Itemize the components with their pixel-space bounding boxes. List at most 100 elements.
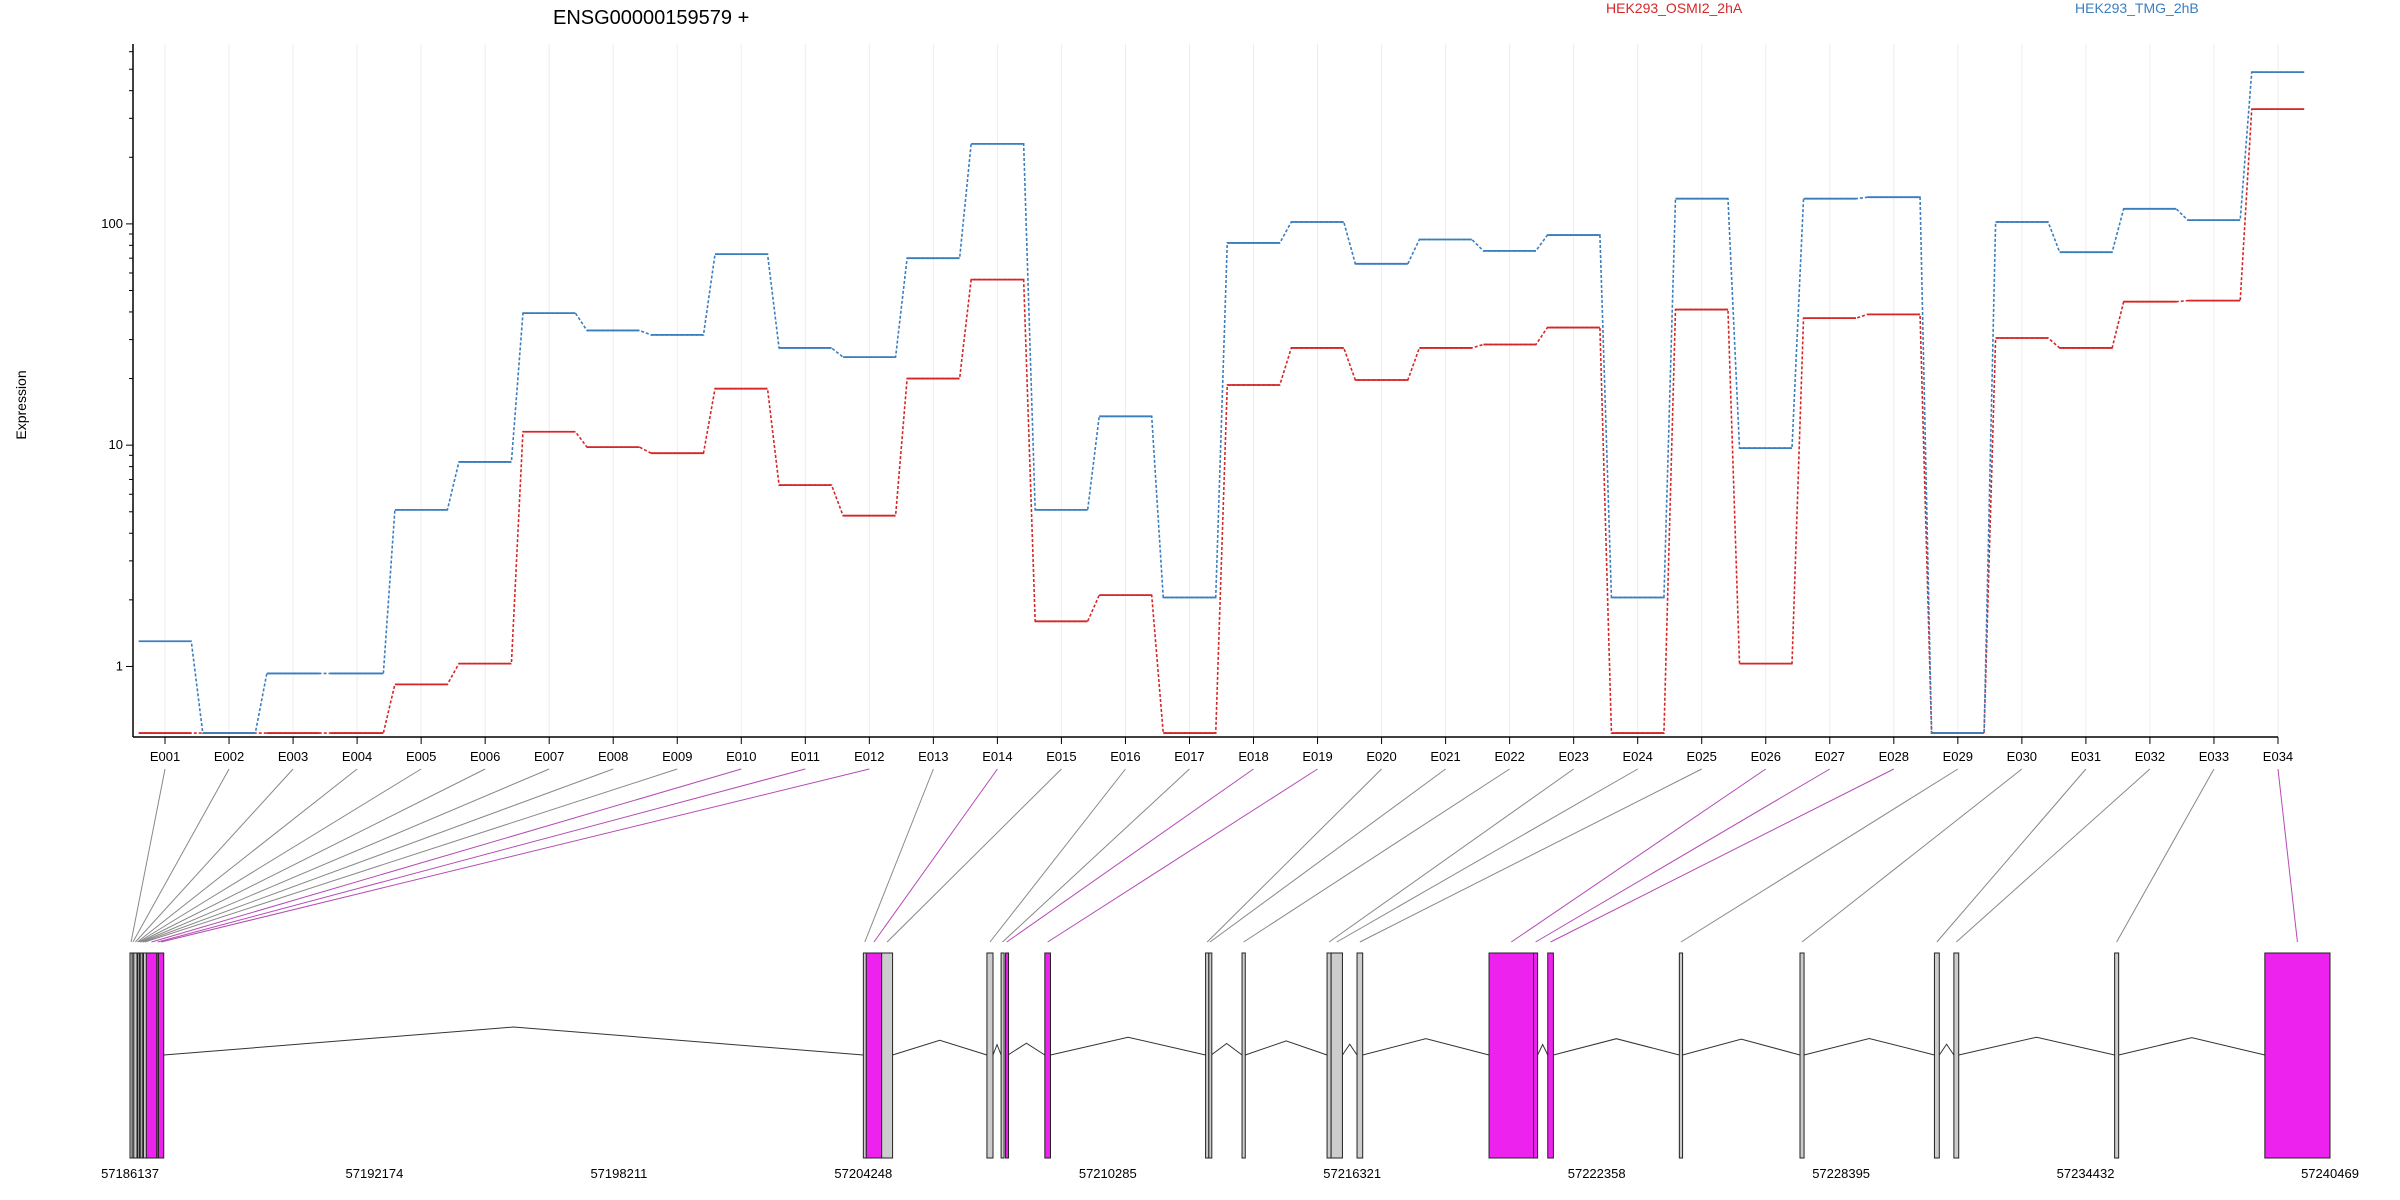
x-tick-label: E011 [791, 749, 820, 764]
exon-block-e010 [145, 952, 158, 1159]
connector-e001 [130, 768, 166, 943]
genomic-coordinates: 57186137 57192174 57198211 57204248 57210285… [101, 1166, 2359, 1181]
connector-e030 [1801, 768, 2023, 943]
connector-e008 [142, 768, 614, 943]
connector-e019 [1047, 768, 1318, 943]
intron [1050, 1036, 1206, 1056]
x-tick-label: E014 [982, 749, 1012, 764]
exon-block-e019 [1044, 952, 1051, 1159]
exon-block-e034 [2264, 952, 2331, 1159]
x-tick-label: E010 [726, 749, 756, 764]
exon-block-e030 [1799, 952, 1805, 1159]
intron [1245, 1040, 1328, 1056]
x-tick-label: E012 [854, 749, 884, 764]
exon-block-e033 [2114, 952, 2120, 1159]
x-tick-label: E021 [1430, 749, 1460, 764]
exon-block-e023 [1326, 952, 1332, 1159]
x-tick-label: E013 [918, 749, 948, 764]
x-tick-label: E001 [150, 749, 180, 764]
x-tick-label: E009 [662, 749, 692, 764]
connector-e018 [1006, 768, 1254, 943]
y-tick-label: 10 [109, 437, 123, 452]
x-tick-label: E006 [470, 749, 500, 764]
connector-e032 [1955, 768, 2151, 943]
exon-block-e014 [865, 952, 883, 1159]
genomic-coordinate-label: 57234432 [2057, 1166, 2115, 1181]
intron [1938, 1043, 1955, 1056]
axes [132, 44, 2278, 738]
exon-block-e028 [1547, 952, 1554, 1159]
connector-e011 [157, 768, 806, 943]
x-tick-label: E002 [214, 749, 244, 764]
x-tick-label: E026 [1751, 749, 1781, 764]
x-tick-label: E034 [2263, 749, 2293, 764]
x-tick-label: E007 [534, 749, 564, 764]
x-tick-label: E008 [598, 749, 628, 764]
x-tick-label: E024 [1623, 749, 1653, 764]
vertical-gridlines [164, 44, 2279, 737]
y-axis-label: Expression [13, 370, 29, 439]
series-line-2 [138, 71, 2305, 734]
x-tick-label: E033 [2199, 749, 2229, 764]
exon-block-e031 [1933, 952, 1940, 1159]
exon-block-e029 [1678, 952, 1684, 1159]
intron [1537, 1043, 1549, 1056]
x-tick-label: E016 [1110, 749, 1140, 764]
genomic-coordinate-label: 57240469 [2301, 1166, 2359, 1181]
genomic-coordinate-label: 57198211 [590, 1166, 647, 1181]
connector-e010 [151, 768, 742, 943]
connector-e027 [1535, 768, 1831, 943]
connector-e014 [873, 768, 998, 943]
connector-e022 [1243, 768, 1510, 943]
genomic-coordinate-label: 57216321 [1323, 1166, 1381, 1181]
intron [892, 1039, 988, 1056]
intron [1342, 1043, 1358, 1056]
x-tick-label: E032 [2135, 749, 2165, 764]
genomic-coordinate-label: 57228395 [1812, 1166, 1870, 1181]
chart-title: ENSG00000159579 + [553, 7, 749, 29]
series-lines [138, 71, 2305, 734]
x-tick-label: E027 [1815, 749, 1845, 764]
genomic-coordinate-label: 57222358 [1568, 1166, 1626, 1181]
intron [1803, 1037, 1935, 1056]
x-tick-label: E025 [1687, 749, 1717, 764]
exon-block-e017 [1000, 952, 1005, 1159]
x-tick-label: E030 [2007, 749, 2037, 764]
legend-series-2: HEK293_TMG_2hB [2075, 0, 2199, 16]
intron [1210, 1042, 1243, 1056]
exon-block-e025 [1356, 952, 1364, 1159]
genomic-coordinate-label: 57192174 [346, 1166, 404, 1181]
intron [163, 1026, 864, 1056]
x-tick-label: E005 [406, 749, 436, 764]
exon-block-e016 [986, 952, 994, 1159]
x-tick-label: E031 [2071, 749, 2101, 764]
exon-block-e021 [1208, 952, 1213, 1159]
x-tick-label: E018 [1238, 749, 1268, 764]
gene-model [129, 952, 2331, 1159]
x-tick-label: E004 [342, 749, 372, 764]
exon-block-e018 [1005, 952, 1010, 1159]
legend-series-1: HEK293_OSMI2_2hA [1606, 0, 1743, 16]
x-tick-label: E020 [1366, 749, 1396, 764]
intron [1007, 1042, 1046, 1056]
connector-e021 [1209, 768, 1446, 943]
exon-block-e026 [1488, 952, 1535, 1159]
connector-e028 [1550, 768, 1895, 943]
exon-block-e022 [1241, 952, 1246, 1159]
connector-e025 [1359, 768, 1702, 943]
intron [1682, 1038, 1801, 1056]
x-tick-label: E022 [1494, 749, 1524, 764]
intron [1958, 1036, 2115, 1056]
connector-e005 [138, 768, 422, 943]
connector-e009 [144, 768, 678, 943]
intron [992, 1043, 1002, 1056]
connector-e026 [1511, 768, 1767, 943]
y-tick-label: 100 [101, 216, 123, 231]
exon-block-e032 [1953, 952, 1960, 1159]
connector-e006 [139, 768, 486, 943]
x-tick-label: E017 [1174, 749, 1204, 764]
genomic-coordinate-label: 57204248 [834, 1166, 892, 1181]
connector-e023 [1328, 768, 1574, 943]
exon-block-e027 [1533, 952, 1539, 1159]
